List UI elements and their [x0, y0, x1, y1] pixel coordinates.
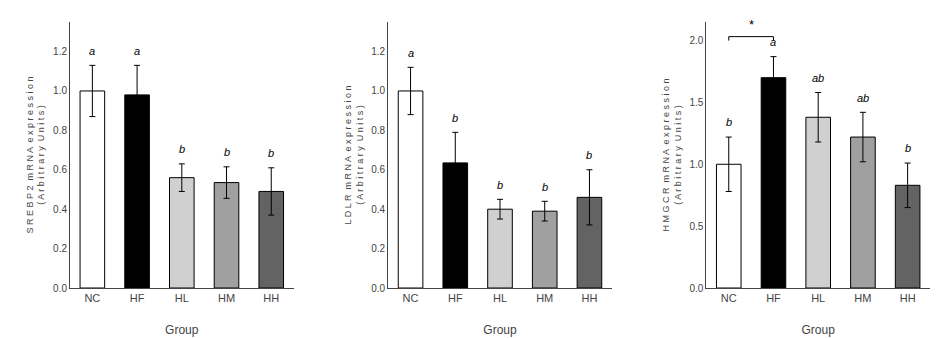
svg-text:b: b: [224, 146, 230, 158]
svg-text:L D L R m R N A e x p r e s: L D L R m R N A e x p r e s s i o n( A r…: [343, 86, 365, 225]
svg-text:0.2: 0.2: [53, 243, 67, 254]
svg-text:1.2: 1.2: [371, 46, 385, 57]
svg-text:1.0: 1.0: [371, 85, 385, 96]
svg-text:0.2: 0.2: [371, 243, 385, 254]
svg-text:HH: HH: [581, 292, 597, 304]
svg-text:HL: HL: [493, 292, 507, 304]
svg-text:0.8: 0.8: [53, 125, 67, 136]
svg-text:*: *: [749, 17, 754, 32]
svg-text:HF: HF: [766, 292, 781, 304]
svg-text:NC: NC: [721, 292, 737, 304]
svg-text:b: b: [268, 147, 274, 159]
svg-text:ab: ab: [812, 72, 824, 84]
svg-text:b: b: [586, 149, 592, 161]
svg-text:HM: HM: [218, 292, 235, 304]
svg-text:1.5: 1.5: [689, 97, 703, 108]
svg-text:HH: HH: [263, 292, 279, 304]
svg-text:HL: HL: [175, 292, 189, 304]
svg-text:1.0: 1.0: [689, 159, 703, 170]
svg-text:2.0: 2.0: [689, 35, 703, 46]
svg-text:0.5: 0.5: [689, 221, 703, 232]
svg-text:b: b: [542, 181, 548, 193]
svg-text:1.0: 1.0: [53, 85, 67, 96]
svg-text:a: a: [770, 36, 776, 48]
svg-text:b: b: [452, 112, 458, 124]
svg-text:H M G C R m R N A e x p r e: H M G C R m R N A e x p r e s s i o n( A…: [661, 78, 683, 231]
svg-text:0.6: 0.6: [371, 164, 385, 175]
svg-text:0.0: 0.0: [53, 283, 67, 294]
svg-text:a: a: [134, 45, 140, 57]
svg-text:b: b: [905, 142, 911, 154]
svg-text:S R E B P 2 m R N A e x p r: S R E B P 2 m R N A e x p r e s s i o n(…: [25, 77, 47, 234]
svg-text:NC: NC: [84, 292, 100, 304]
svg-text:HM: HM: [536, 292, 553, 304]
svg-text:1.2: 1.2: [53, 46, 67, 57]
svg-text:a: a: [408, 47, 414, 59]
svg-text:Group: Group: [802, 323, 836, 337]
svg-text:0.6: 0.6: [53, 164, 67, 175]
svg-text:b: b: [726, 116, 732, 128]
svg-text:NC: NC: [403, 292, 419, 304]
svg-text:HL: HL: [811, 292, 825, 304]
svg-text:HM: HM: [854, 292, 871, 304]
svg-text:a: a: [89, 45, 95, 57]
svg-text:Group: Group: [165, 323, 199, 337]
svg-text:0.8: 0.8: [371, 125, 385, 136]
svg-text:Group: Group: [483, 323, 517, 337]
svg-text:b: b: [179, 143, 185, 155]
svg-text:ab: ab: [857, 92, 869, 104]
svg-text:HF: HF: [130, 292, 145, 304]
svg-text:HH: HH: [900, 292, 916, 304]
svg-text:HF: HF: [448, 292, 463, 304]
svg-text:0.4: 0.4: [371, 204, 385, 215]
svg-text:b: b: [497, 179, 503, 191]
svg-text:0.0: 0.0: [371, 283, 385, 294]
svg-text:0.0: 0.0: [689, 283, 703, 294]
svg-text:0.4: 0.4: [53, 204, 67, 215]
